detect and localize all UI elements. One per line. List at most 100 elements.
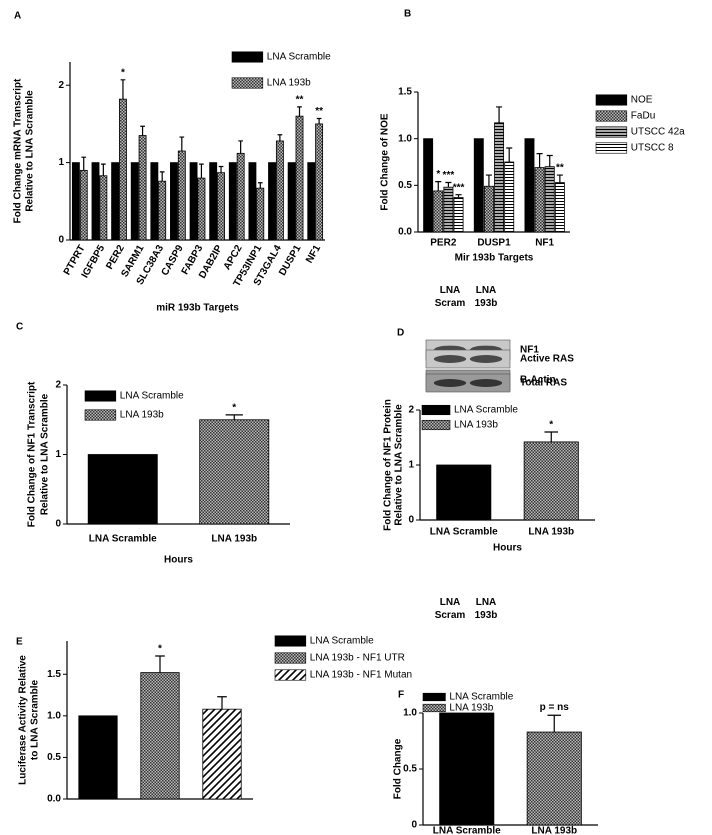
y-tick-label: 2	[408, 405, 414, 416]
bar	[170, 162, 178, 241]
legend-swatch	[84, 409, 117, 421]
error-bar	[199, 163, 204, 179]
bar	[236, 152, 245, 241]
error-bar	[546, 154, 553, 167]
y-tick-label: 1.0	[47, 710, 61, 721]
row-label: B-Actin	[520, 375, 556, 386]
error-bar	[536, 153, 543, 168]
y-tick-label: 0	[411, 820, 417, 831]
legend-swatch	[231, 51, 264, 63]
blot-strip	[425, 373, 511, 393]
legend-label: UTSCC 8	[631, 143, 674, 154]
legend-label: LNA 193b - NF1 Mutan	[310, 670, 412, 681]
legend-label: LNA Scramble	[310, 636, 374, 647]
y-tick-label: 0.5	[47, 752, 61, 763]
y-axis-label: Luciferase Activity Relative	[18, 655, 29, 785]
blot-band	[469, 355, 503, 363]
bar	[494, 122, 505, 233]
annotation: ***	[443, 170, 455, 181]
bar	[99, 175, 108, 241]
annotation: *	[158, 644, 162, 655]
error-bar	[155, 655, 165, 673]
bar	[158, 180, 167, 241]
bar	[268, 162, 276, 241]
annotation: **	[315, 106, 323, 117]
y-tick-label: 1	[58, 157, 64, 168]
bar	[439, 712, 495, 826]
legend-label: LNA Scramble	[454, 405, 518, 416]
legend-swatch	[595, 142, 628, 154]
annotation: *	[436, 169, 440, 180]
y-tick-label: 2	[55, 380, 61, 391]
error-bar	[485, 174, 492, 187]
x-tick-label: NF1	[304, 243, 323, 265]
error-bar	[81, 156, 87, 171]
lane-label: LNA Scram	[435, 285, 466, 309]
y-tick-label: 0.0	[47, 794, 61, 805]
error-bar	[547, 714, 562, 733]
bar	[544, 166, 555, 233]
panel-letter: E	[16, 637, 23, 648]
y-axis-label: Fold Change of NF1 Protein	[383, 399, 394, 531]
legend-swatch	[84, 390, 117, 402]
bar	[150, 162, 159, 241]
bar	[483, 185, 494, 233]
bar	[256, 187, 265, 241]
legend-swatch	[595, 126, 628, 138]
y-axis-label: Fold Change of NF1 Transcript	[27, 381, 38, 527]
legend-label: NOE	[631, 95, 653, 106]
y-tick-label: 1.0	[398, 133, 412, 144]
y-tick-label: 0.0	[398, 227, 412, 238]
error-bar	[217, 696, 227, 710]
row-label: Total RAS	[520, 378, 567, 389]
error-bar	[316, 117, 322, 124]
legend-label: LNA 193b - NF1 UTR	[310, 653, 405, 664]
annotation: **	[556, 163, 564, 174]
annotation: p = ns	[540, 702, 570, 713]
y-axis-label: Fold Change mRNA Transcript	[13, 78, 24, 223]
y-axis-label: Relative to LNA Scramble	[25, 90, 36, 212]
lane-label: LNA Scram	[435, 597, 466, 621]
legend-label: LNA Scramble	[267, 52, 331, 63]
bar	[217, 172, 225, 241]
panel-letter: B	[404, 9, 411, 20]
bar	[87, 454, 158, 525]
panel-letter: D	[397, 328, 404, 339]
error-bar	[140, 125, 145, 136]
legend-swatch	[274, 652, 307, 664]
x-axis-label: Hours	[164, 555, 193, 566]
error-bar	[435, 181, 442, 191]
legend-label: FaDu	[631, 111, 655, 122]
error-bar	[225, 414, 243, 420]
legend-swatch	[274, 635, 307, 647]
y-tick-label: 2	[58, 80, 64, 91]
error-bar	[556, 174, 563, 183]
legend-swatch	[595, 94, 628, 106]
bar	[140, 672, 180, 800]
x-tick-label: DUSP1	[477, 238, 511, 249]
error-bar	[297, 106, 302, 117]
y-axis-label: Relative to LNA Scramble	[394, 404, 405, 526]
bar	[119, 98, 127, 241]
bar	[315, 123, 324, 241]
legend-label: LNA 193b	[120, 410, 164, 421]
annotation: **	[296, 95, 304, 106]
error-bar	[455, 194, 462, 198]
legend-label: LNA 193b	[267, 78, 311, 89]
bar	[423, 138, 434, 233]
bar	[554, 182, 565, 233]
y-axis-label: Relative to LNA Scramble	[40, 393, 51, 515]
error-bar	[277, 134, 283, 141]
y-tick-label: 0	[58, 235, 64, 246]
annotation: ***	[453, 182, 465, 193]
legend-label: LNA 193b	[454, 420, 498, 431]
bar	[524, 138, 535, 233]
x-tick-label: LNA Scramble	[430, 527, 498, 538]
bar	[228, 162, 237, 241]
bar	[436, 464, 492, 521]
y-axis-label: Fold Change	[393, 738, 404, 799]
legend-swatch	[595, 110, 628, 122]
y-axis-label: to LNA Scramble	[30, 679, 41, 760]
blot-band	[433, 355, 467, 363]
